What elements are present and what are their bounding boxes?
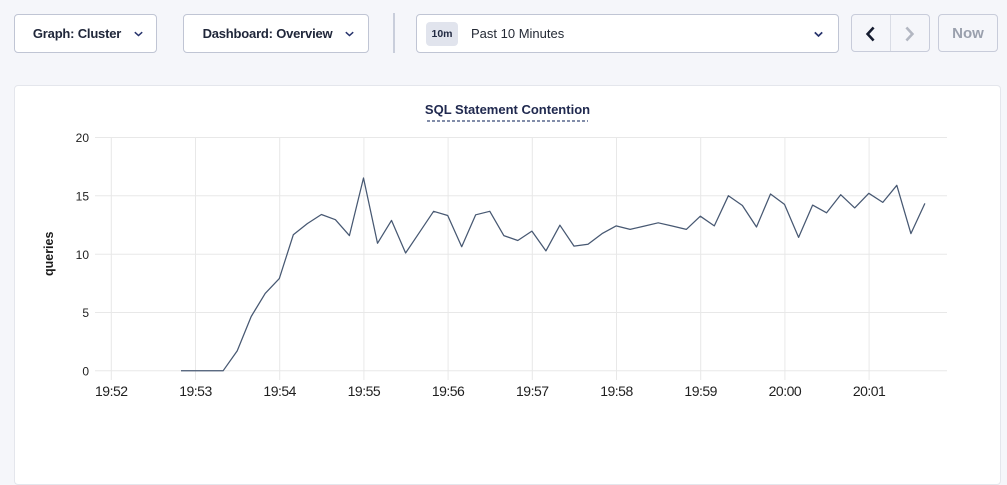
svg-text:15: 15	[76, 190, 90, 204]
svg-text:19:54: 19:54	[263, 383, 296, 399]
svg-text:5: 5	[82, 306, 89, 320]
svg-text:0: 0	[82, 365, 89, 379]
svg-text:19:56: 19:56	[432, 383, 465, 399]
svg-text:19:59: 19:59	[684, 383, 717, 399]
svg-text:19:52: 19:52	[95, 383, 128, 399]
svg-text:20:01: 20:01	[853, 383, 886, 399]
svg-text:queries: queries	[42, 232, 56, 277]
svg-text:19:53: 19:53	[179, 383, 212, 399]
svg-text:20: 20	[76, 131, 90, 145]
svg-text:19:57: 19:57	[516, 383, 549, 399]
svg-text:19:58: 19:58	[600, 383, 633, 399]
svg-text:20:00: 20:00	[769, 383, 802, 399]
svg-text:19:55: 19:55	[348, 383, 381, 399]
svg-text:10: 10	[76, 248, 90, 262]
